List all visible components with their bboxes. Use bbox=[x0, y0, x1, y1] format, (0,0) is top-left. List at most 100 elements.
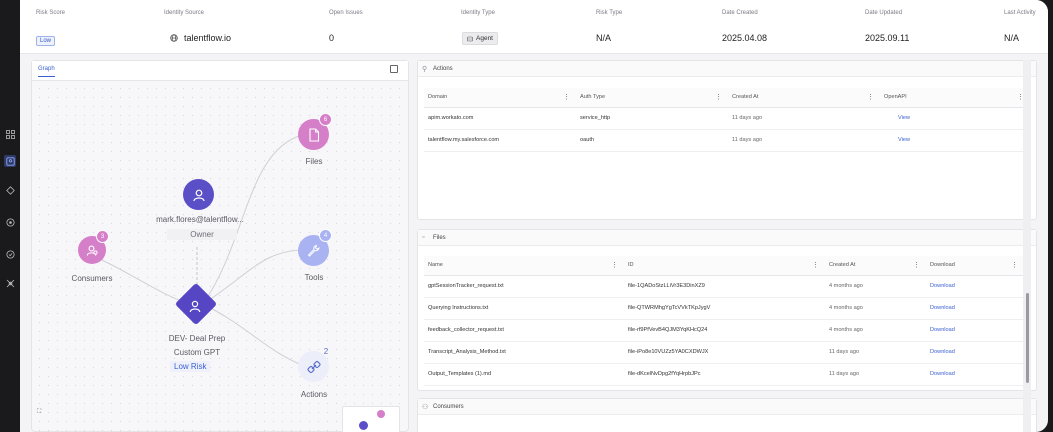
file-id-cell: file-iPo8e10VUZz5YA0CXDWJX bbox=[624, 341, 825, 364]
date-created-value: 2025.04.08 bbox=[722, 33, 768, 43]
table-row[interactable]: Output_Templates (1).md file-dKcelNvDpg2… bbox=[424, 363, 1024, 386]
column-header-download[interactable]: Download ⋮ bbox=[926, 256, 1024, 276]
link-icon: ⚲ bbox=[422, 66, 428, 73]
risk-type-label: Risk Type bbox=[596, 10, 623, 16]
last-activity-value: N/A bbox=[1004, 33, 1020, 43]
table-row[interactable]: Transcript_Analysis_Method.txt file-iPo8… bbox=[424, 341, 1024, 364]
actions-panel-header: ⚲ Actions – bbox=[418, 61, 1036, 77]
column-menu-icon[interactable]: ⋮ bbox=[867, 94, 874, 101]
wrench-icon bbox=[307, 244, 320, 257]
connections-icon[interactable] bbox=[4, 277, 16, 289]
download-link[interactable]: Download bbox=[930, 283, 955, 289]
consumers-panel-title: Consumers bbox=[433, 404, 464, 410]
table-row[interactable]: gptSessionTracker_request.txt file-1QADo… bbox=[424, 275, 1024, 298]
identity-source-value: talentflow.io bbox=[184, 33, 232, 43]
domain-cell: talentflow.my.salesforce.com bbox=[424, 129, 576, 152]
file-id-cell: file-rf9PfVevB4QJM3YqKHcQ24 bbox=[624, 319, 825, 342]
scrollbar-thumb[interactable] bbox=[1026, 293, 1029, 383]
minimap-node bbox=[359, 421, 368, 430]
edge-agent-actions bbox=[202, 303, 303, 366]
table-row[interactable]: feedback_collector_request.txt file-rf9P… bbox=[424, 319, 1024, 342]
files-panel: ▫ Files – Name⋮ ID⋮ Created At⋮ Download… bbox=[417, 229, 1037, 391]
identity-source[interactable]: talentflow.io bbox=[170, 33, 231, 43]
risk-type-value: N/A bbox=[596, 33, 612, 43]
file-id-cell: file-dKcelNvDpg2fYqHrpbJPc bbox=[624, 363, 825, 386]
column-menu-icon[interactable]: ⋮ bbox=[715, 94, 722, 101]
agent-type: Custom GPT bbox=[173, 348, 221, 357]
auth-type-cell: service_http bbox=[576, 107, 728, 130]
file-name-cell: Querying Instructions.txt bbox=[424, 297, 624, 320]
created-at-cell: 4 months ago bbox=[825, 297, 926, 320]
tab-graph[interactable]: Graph bbox=[38, 66, 55, 77]
file-name-cell: Output_Templates (1).md bbox=[424, 363, 624, 386]
view-openapi-link[interactable]: View bbox=[898, 115, 911, 121]
file-name-cell: Transcript_Analysis_Method.txt bbox=[424, 341, 624, 364]
file-name-cell: feedback_collector_request.txt bbox=[424, 319, 624, 342]
file-icon bbox=[308, 127, 319, 142]
download-link[interactable]: Download bbox=[930, 305, 955, 311]
date-updated-label: Date Updated bbox=[865, 10, 903, 16]
panel-collapse-icon[interactable] bbox=[390, 65, 398, 73]
files-panel-title: Files bbox=[433, 235, 446, 241]
globe-icon bbox=[170, 34, 178, 42]
created-at-cell: 4 months ago bbox=[825, 275, 926, 298]
table-row[interactable]: Querying Instructions.txt file-QTWRMhgYg… bbox=[424, 297, 1024, 320]
link-icon bbox=[307, 360, 320, 373]
identity-detail-screen: Risk Score Low Identity Source talentflo… bbox=[20, 0, 1048, 432]
column-menu-icon[interactable]: ⋮ bbox=[913, 262, 920, 269]
files-count: 6 bbox=[319, 113, 332, 126]
grid-icon[interactable] bbox=[4, 128, 16, 140]
column-header-auth-type[interactable]: Auth Type ⋮ bbox=[576, 88, 728, 108]
target-icon[interactable] bbox=[4, 216, 16, 228]
owner-node[interactable] bbox=[183, 179, 214, 210]
edge-agent-files bbox=[202, 134, 303, 305]
column-header-openapi[interactable]: OpenAPI ⋮ bbox=[880, 88, 1030, 108]
column-menu-icon[interactable]: ⋮ bbox=[611, 262, 618, 269]
owner-name: mark.flores@talentflow... bbox=[156, 215, 244, 224]
consumers-icon: ⚇ bbox=[422, 404, 429, 411]
identity-type-chip: Agent bbox=[462, 32, 498, 45]
domain-cell: apim.workato.com bbox=[424, 107, 576, 130]
graph-minimap[interactable] bbox=[342, 406, 400, 432]
column-header-created-at[interactable]: Created At ⋮ bbox=[728, 88, 880, 108]
tools-label: Tools bbox=[304, 273, 324, 282]
minimap-node bbox=[377, 410, 385, 418]
column-header-created-at[interactable]: Created At ⋮ bbox=[825, 256, 926, 276]
table-row[interactable]: talentflow.my.salesforce.com oauth 11 da… bbox=[424, 129, 1030, 152]
column-header-name[interactable]: Name ⋮ bbox=[424, 256, 624, 276]
created-at-cell: 4 months ago bbox=[825, 319, 926, 342]
download-link[interactable]: Download bbox=[930, 371, 955, 377]
date-created-label: Date Created bbox=[722, 10, 758, 16]
column-header-domain[interactable]: Domain ⋮ bbox=[424, 88, 576, 108]
summary-bar: Risk Score Low Identity Source talentflo… bbox=[20, 0, 1048, 54]
column-header-id[interactable]: ID ⋮ bbox=[624, 256, 825, 276]
table-row[interactable]: apim.workato.com service_http 11 days ag… bbox=[424, 107, 1030, 130]
actions-node[interactable] bbox=[298, 351, 329, 382]
created-at-cell: 11 days ago bbox=[825, 341, 926, 364]
download-link[interactable]: Download bbox=[930, 327, 955, 333]
identity-icon[interactable] bbox=[4, 155, 16, 167]
column-menu-icon[interactable]: ⋮ bbox=[1011, 262, 1018, 269]
agent-name: DEV- Deal Prep bbox=[168, 334, 226, 343]
shield-icon[interactable] bbox=[4, 248, 16, 260]
view-openapi-link[interactable]: View bbox=[898, 137, 911, 143]
created-at-cell: 11 days ago bbox=[728, 107, 880, 130]
column-menu-icon[interactable]: ⋮ bbox=[563, 94, 570, 101]
actions-table: Domain ⋮ Auth Type ⋮ Created At ⋮ OpenAPI ⋮ … bbox=[424, 88, 1030, 152]
actions-panel: ⚲ Actions – Domain⋮ Auth Type⋮ Created A… bbox=[417, 60, 1037, 220]
created-at-cell: 11 days ago bbox=[728, 129, 880, 152]
diamond-icon[interactable] bbox=[4, 184, 16, 196]
side-rail bbox=[0, 0, 20, 432]
column-menu-icon[interactable]: ⋮ bbox=[812, 262, 819, 269]
actions-count: 2 bbox=[323, 346, 329, 356]
identity-type-value: Agent bbox=[476, 35, 493, 42]
graph-edges bbox=[79, 134, 303, 366]
identity-source-label: Identity Source bbox=[164, 10, 205, 16]
fit-view-icon[interactable]: ⛶ bbox=[37, 409, 42, 415]
scrollbar-track[interactable] bbox=[1023, 60, 1031, 432]
column-menu-icon[interactable]: ⋮ bbox=[1017, 94, 1024, 101]
download-link[interactable]: Download bbox=[930, 349, 955, 355]
graph-panel: Graph mark.flores@talentflow... Owner 3 bbox=[31, 60, 409, 432]
files-table: Name ⋮ ID ⋮ Created At ⋮ Download ⋮ gptSessi… bbox=[424, 256, 1024, 386]
